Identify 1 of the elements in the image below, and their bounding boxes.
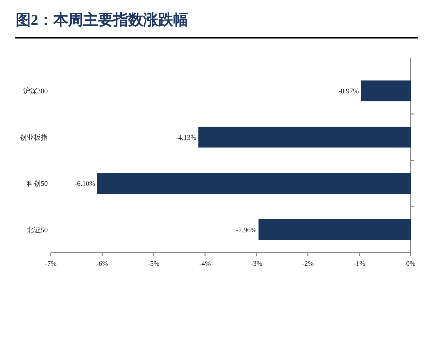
chart-title: 图2：本周主要指数涨跌幅 [16, 11, 188, 29]
